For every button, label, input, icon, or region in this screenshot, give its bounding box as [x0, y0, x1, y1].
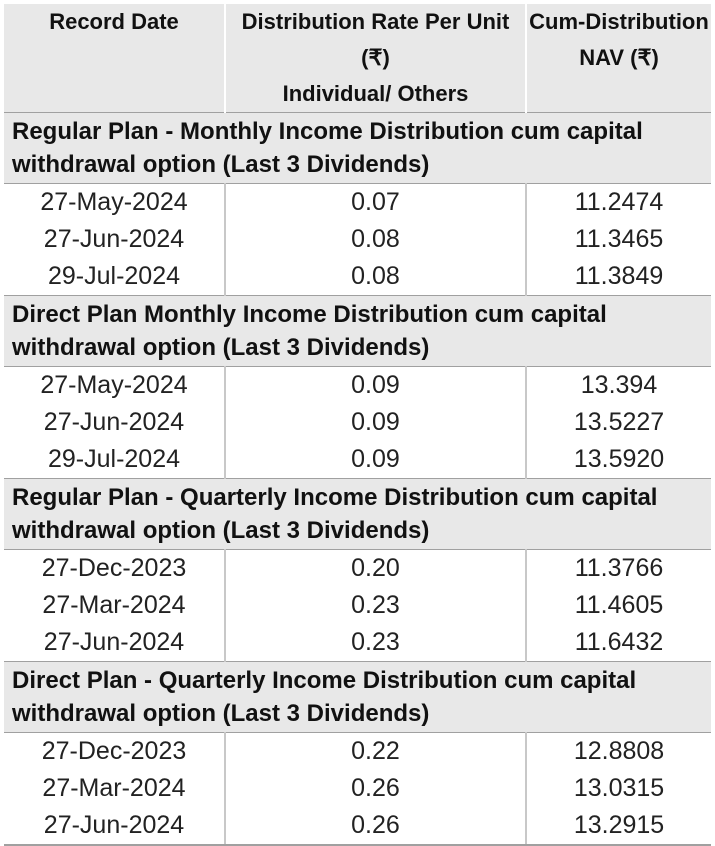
rate-cell: 0.09 [224, 404, 526, 441]
section-title: Regular Plan - Monthly Income Distributi… [4, 112, 711, 184]
nav-cell: 13.0315 [525, 770, 711, 807]
record-date-cell: 27-Dec-2023 [41, 737, 187, 765]
table-row: 27-Jun-2024 0.08 11.3465 [4, 221, 711, 258]
record-date-cell: 27-Dec-2023 [41, 554, 187, 582]
table-row: 27-May-2024 0.07 11.2474 [4, 183, 711, 221]
header-cum-nav: Cum-Distribution NAV (₹) [525, 4, 711, 113]
table-row: 29-Jul-2024 0.09 13.5920 [4, 441, 711, 479]
header-nav-line1: Cum-Distribution [529, 9, 709, 34]
nav-cell: 11.3849 [525, 258, 711, 296]
section-title-row: Direct Plan - Quarterly Income Distribut… [4, 661, 711, 733]
record-date-cell: 27-Mar-2024 [42, 774, 186, 802]
rate-cell: 0.08 [224, 258, 526, 296]
table-row: 27-Jun-2024 0.23 11.6432 [4, 624, 711, 662]
header-distribution-rate: Distribution Rate Per Unit (₹) Individua… [224, 4, 527, 113]
header-record-date: Record Date [4, 4, 226, 113]
nav-cell: 11.2474 [525, 183, 711, 221]
table-header: Record Date Distribution Rate Per Unit (… [4, 4, 711, 113]
nav-cell: 13.5227 [525, 404, 711, 441]
section-title-row: Regular Plan - Monthly Income Distributi… [4, 112, 711, 184]
rate-cell: 0.26 [224, 807, 526, 846]
table-row: 27-May-2024 0.09 13.394 [4, 366, 711, 404]
section-direct-quarterly: Direct Plan - Quarterly Income Distribut… [4, 661, 711, 846]
table-row: 27-Jun-2024 0.26 13.2915 [4, 807, 711, 846]
nav-cell: 12.8808 [525, 732, 711, 770]
header-row: Record Date Distribution Rate Per Unit (… [4, 4, 711, 113]
section-title: Direct Plan Monthly Income Distribution … [4, 295, 711, 367]
table-row: 27-Mar-2024 0.23 11.4605 [4, 587, 711, 624]
header-record-date-label: Record Date [49, 9, 179, 34]
record-date-cell: 29-Jul-2024 [47, 445, 181, 473]
rate-cell: 0.09 [224, 441, 526, 479]
record-date-cell: 27-Mar-2024 [42, 591, 186, 619]
record-date-cell: 27-May-2024 [40, 371, 188, 399]
nav-cell: 11.3766 [525, 549, 711, 587]
table-row: 27-Jun-2024 0.09 13.5227 [4, 404, 711, 441]
section-regular-monthly: Regular Plan - Monthly Income Distributi… [4, 112, 711, 296]
table-row: 27-Dec-2023 0.20 11.3766 [4, 549, 711, 587]
section-regular-quarterly: Regular Plan - Quarterly Income Distribu… [4, 478, 711, 662]
nav-cell: 13.2915 [525, 807, 711, 846]
table-row: 27-Dec-2023 0.22 12.8808 [4, 732, 711, 770]
record-date-cell: 27-Jun-2024 [43, 628, 185, 656]
nav-cell: 11.6432 [525, 624, 711, 662]
record-date-cell: 27-May-2024 [40, 188, 188, 216]
header-rate-line2: Individual/ Others [282, 81, 469, 106]
section-title-row: Direct Plan Monthly Income Distribution … [4, 295, 711, 367]
record-date-cell: 27-Jun-2024 [4, 807, 225, 846]
rate-cell: 0.26 [224, 770, 526, 807]
section-title: Regular Plan - Quarterly Income Distribu… [4, 478, 711, 550]
table-row: 29-Jul-2024 0.08 11.3849 [4, 258, 711, 296]
rate-cell: 0.22 [224, 732, 526, 770]
record-date-cell: 29-Jul-2024 [47, 262, 181, 290]
dividend-table: Record Date Distribution Rate Per Unit (… [4, 4, 711, 846]
section-direct-monthly: Direct Plan Monthly Income Distribution … [4, 295, 711, 479]
section-title: Direct Plan - Quarterly Income Distribut… [4, 661, 711, 733]
table-row: 27-Mar-2024 0.26 13.0315 [4, 770, 711, 807]
rate-cell: 0.23 [224, 587, 526, 624]
nav-cell: 11.3465 [525, 221, 711, 258]
rate-cell: 0.08 [224, 221, 526, 258]
nav-cell: 11.4605 [525, 587, 711, 624]
header-nav-line2: NAV (₹) [579, 45, 659, 70]
nav-cell: 13.5920 [525, 441, 711, 479]
nav-cell: 13.394 [525, 366, 711, 404]
rate-cell: 0.23 [224, 624, 526, 662]
rate-cell: 0.07 [224, 183, 526, 221]
rate-cell: 0.20 [224, 549, 526, 587]
section-title-row: Regular Plan - Quarterly Income Distribu… [4, 478, 711, 550]
record-date-cell: 27-Jun-2024 [43, 408, 185, 436]
record-date-cell: 27-Jun-2024 [43, 225, 185, 253]
rate-cell: 0.09 [224, 366, 526, 404]
header-rate-line1: Distribution Rate Per Unit (₹) [241, 9, 510, 70]
